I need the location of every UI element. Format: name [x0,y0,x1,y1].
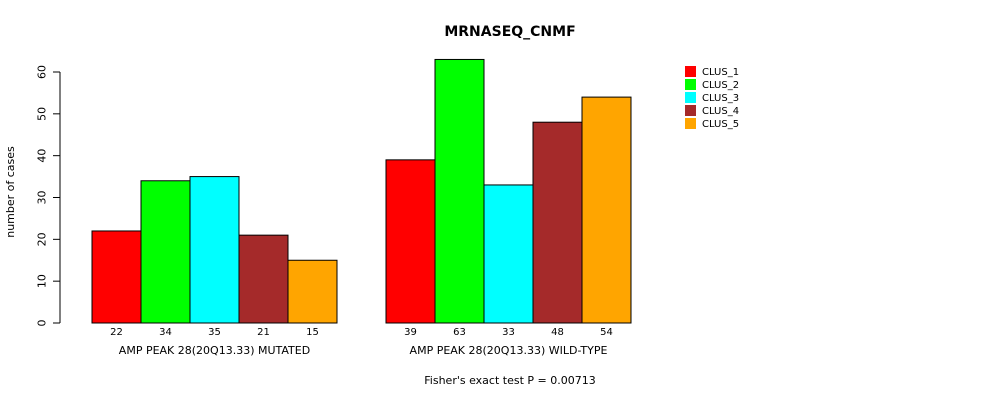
bar-value-label: 39 [404,327,417,338]
bar-clus-2 [140,180,191,324]
legend-label: CLUS_2 [702,80,739,91]
bar-clus-1 [91,230,142,324]
bar-value-label: 48 [551,327,564,338]
legend-label: CLUS_5 [702,119,739,130]
group-label: AMP PEAK 28(20Q13.33) MUTATED [119,344,310,357]
y-tick-label: 60 [36,65,49,79]
group-label: AMP PEAK 28(20Q13.33) WILD-TYPE [410,344,608,357]
legend-label: CLUS_1 [702,67,739,78]
bar-clus-4 [532,121,583,324]
y-tick-label: 10 [36,274,49,288]
legend-swatch [685,118,696,129]
legend-swatch [685,105,696,116]
y-axis: 0 10 20 30 40 50 60 [36,65,61,327]
y-tick-label: 50 [36,107,49,121]
bar-clus-3 [189,176,240,324]
legend-swatch [685,92,696,103]
chart-title: MRNASEQ_CNMF [444,24,575,40]
bar-clus-1 [385,159,436,324]
y-axis-label: number of cases [4,146,17,238]
bar-clus-2 [434,58,485,324]
bar-value-label: 22 [110,327,123,338]
bar-clus-5 [287,259,338,324]
legend-swatch [685,79,696,90]
bar-value-label: 35 [208,327,221,338]
y-tick-label: 30 [36,191,49,205]
bar-clus-3 [483,184,534,324]
bar-clus-4 [238,234,289,324]
bars: 22 34 35 21 15 AMP PEAK 28(20Q13.33) MUTATED 3… [91,58,632,357]
bar-value-label: 54 [600,327,613,338]
y-tick-label: 0 [36,320,49,327]
bar-value-label: 34 [159,327,172,338]
test-result-label: Fisher's exact test P = 0.00713 [424,374,595,387]
y-tick-label: 40 [36,149,49,163]
bar-value-label: 15 [306,327,319,338]
legend-label: CLUS_3 [702,93,739,104]
bar-value-label: 33 [502,327,515,338]
legend-swatch [685,66,696,77]
y-tick-label: 20 [36,232,49,246]
bar-value-label: 63 [453,327,466,338]
bar-clus-5 [581,96,632,324]
bar-value-label: 21 [257,327,270,338]
legend: CLUS_1 CLUS_2 CLUS_3 CLUS_4 CLUS_5 [685,66,739,130]
legend-label: CLUS_4 [702,106,739,117]
